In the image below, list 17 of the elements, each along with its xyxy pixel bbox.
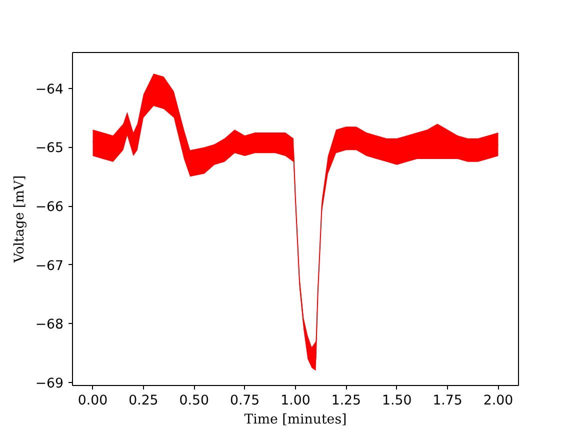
x-tick-label: 0.75 [230,394,260,408]
x-tick-label: 0.00 [78,394,108,408]
x-tick-label: 1.75 [432,394,462,408]
y-tick-label: −65 [35,141,64,156]
y-axis-title: Voltage [mV] [12,175,28,264]
x-tick-label: 1.00 [280,394,310,408]
x-tick-label: 1.25 [331,394,362,408]
x-tick-label: 2.00 [483,394,514,408]
y-tick-label: −67 [35,258,64,274]
x-tick-label: 0.50 [179,394,209,408]
x-axis-title: Time [minutes] [244,412,347,428]
x-tick-label: 1.50 [382,394,412,408]
y-tick-label: −66 [35,200,64,216]
x-tick-label: 0.25 [128,394,158,408]
y-tick-label: −64 [35,82,64,98]
y-tick-label: −69 [35,376,64,392]
y-tick-label: −68 [35,318,64,333]
